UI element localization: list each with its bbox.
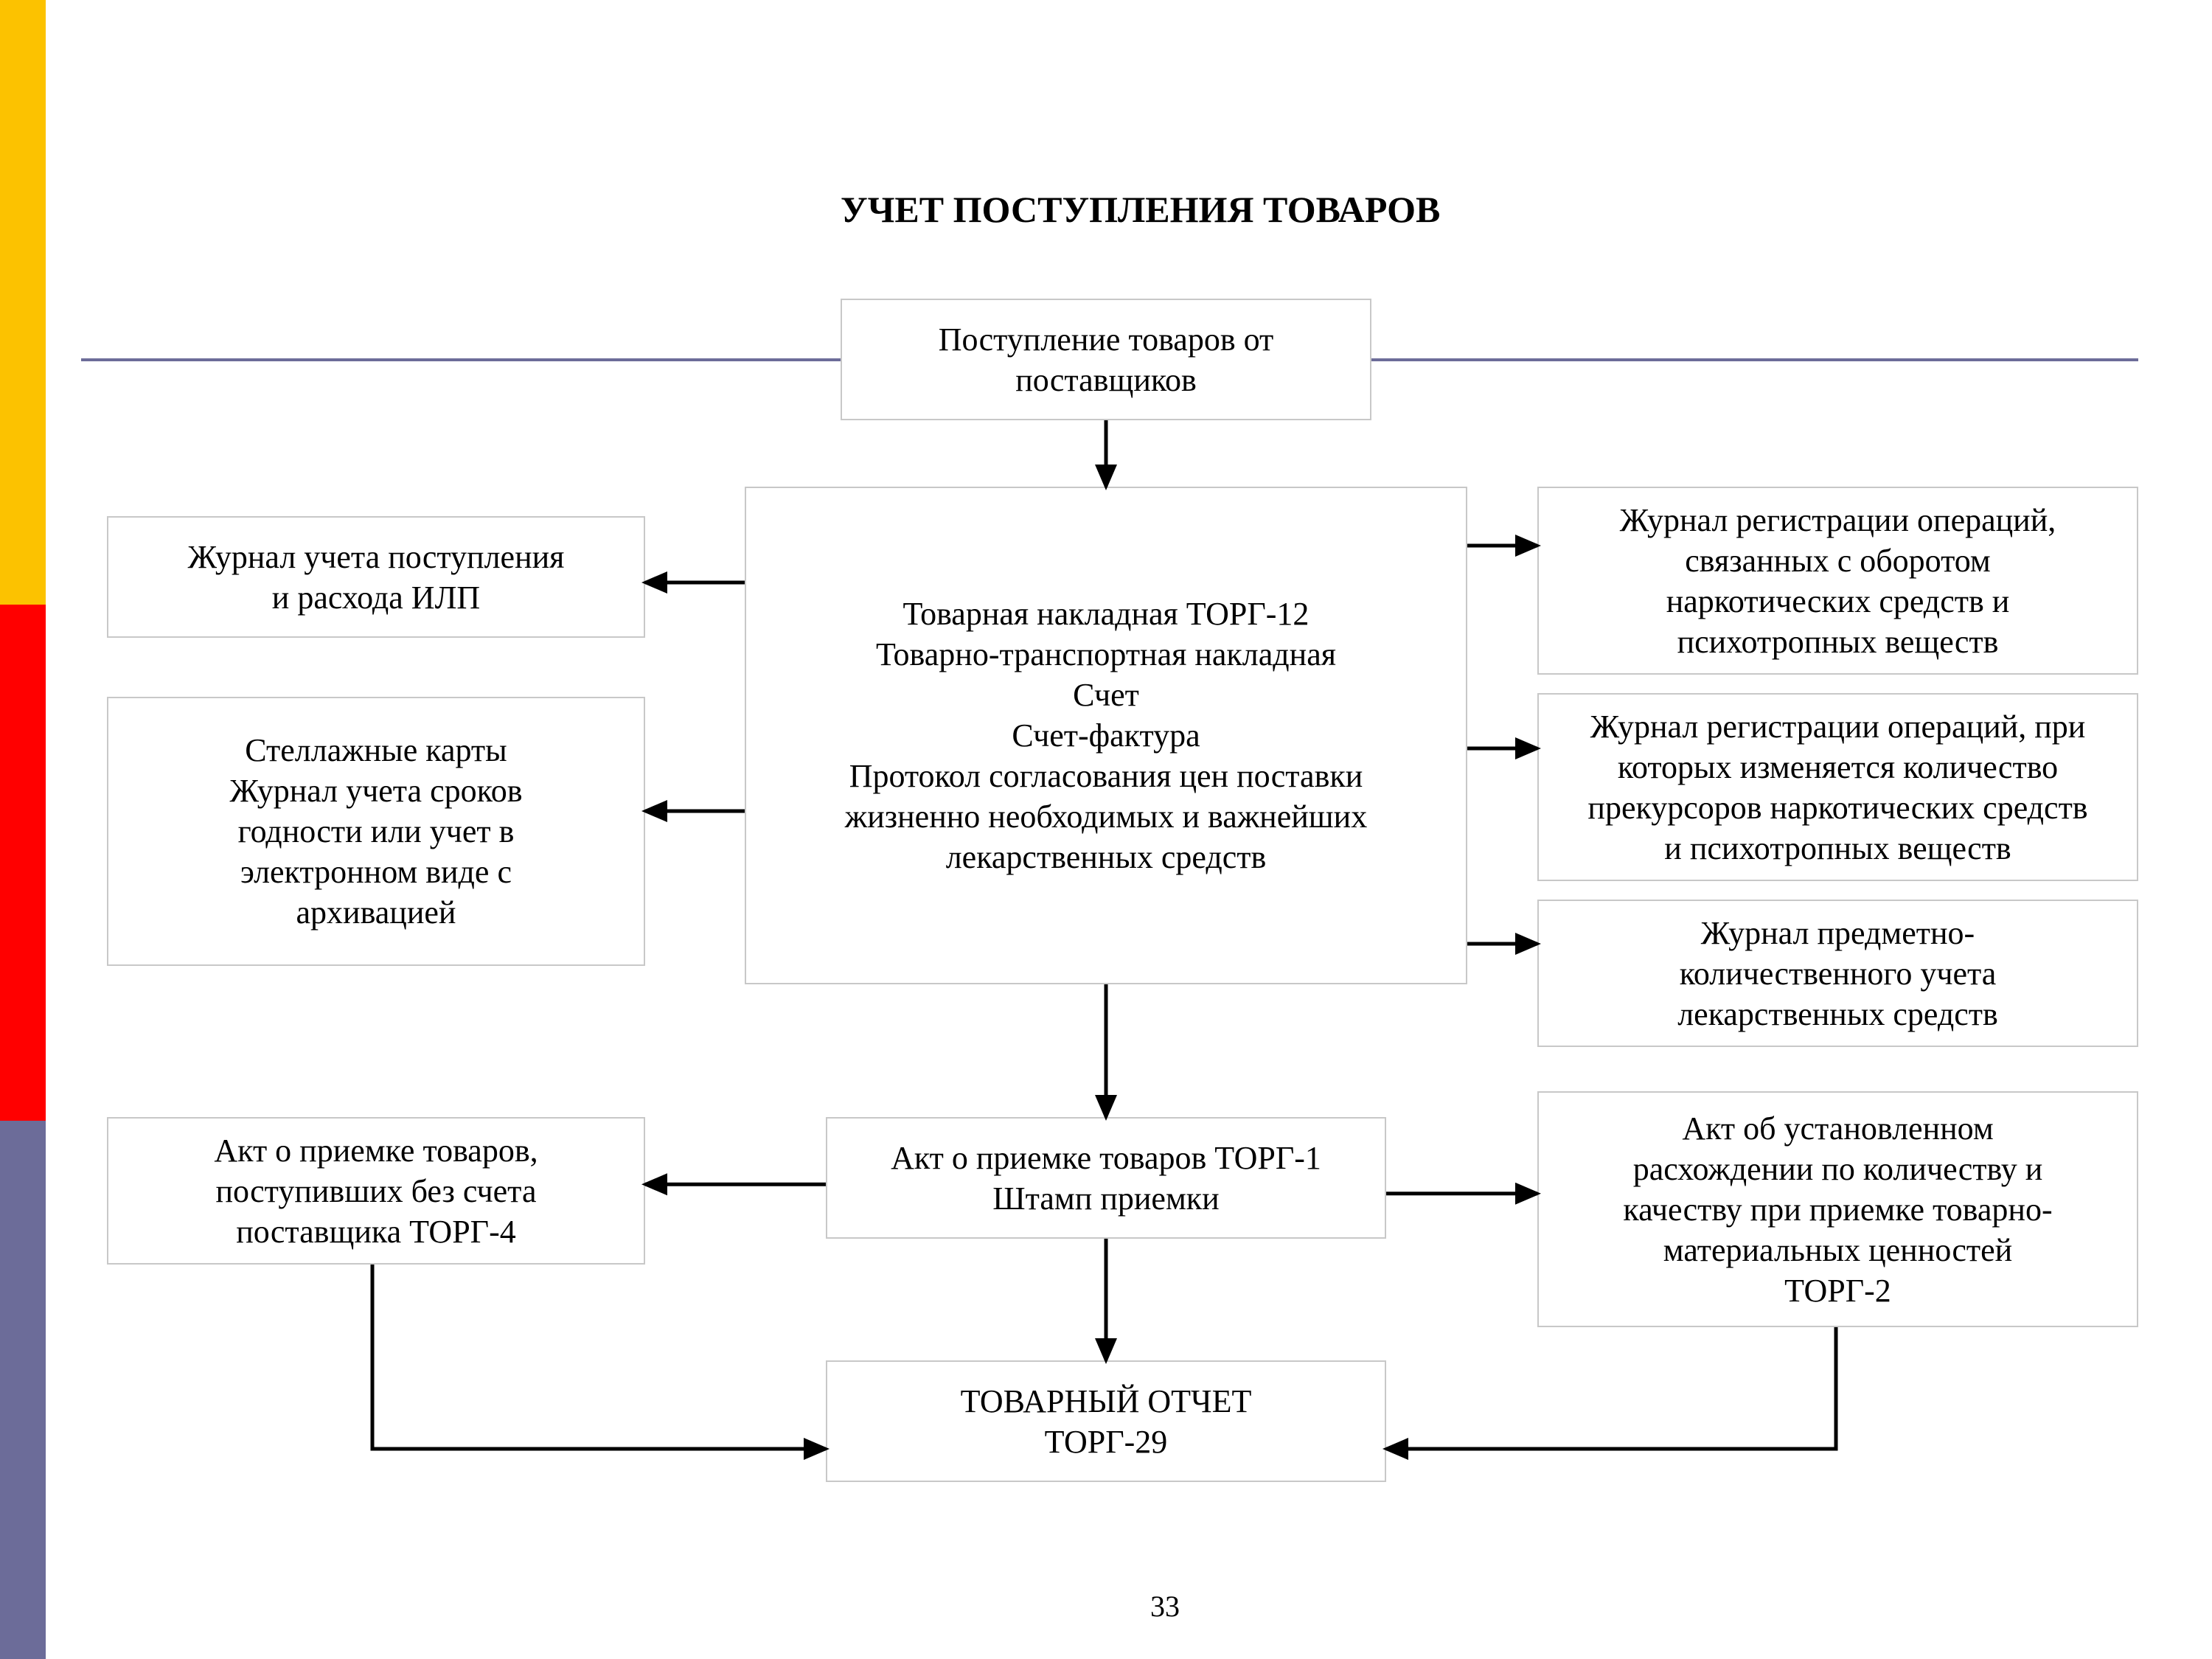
node-report-torg29: ТОВАРНЫЙ ОТЧЕТ ТОРГ-29 [826, 1360, 1386, 1482]
node-act-torg1: Акт о приемке товаров ТОРГ-1 Штамп прием… [826, 1117, 1386, 1239]
side-stripe-purple [0, 1121, 46, 1659]
decoration-line-right [1371, 358, 2138, 361]
node-journal-precursors: Журнал регистрации операций, при которых… [1537, 693, 2138, 881]
node-label: Журнал предметно- количественного учета … [1677, 913, 1998, 1034]
node-act-torg4: Акт о приемке товаров, поступивших без с… [107, 1117, 645, 1265]
edge-arrow [1386, 1327, 1836, 1449]
edge-arrow [372, 1265, 826, 1449]
side-stripe-yellow [0, 0, 46, 605]
node-label: Акт о приемке товаров ТОРГ-1 Штамп прием… [891, 1138, 1321, 1219]
node-label: ТОВАРНЫЙ ОТЧЕТ ТОРГ-29 [961, 1381, 1252, 1462]
node-journal-ilp: Журнал учета поступления и расхода ИЛП [107, 516, 645, 638]
decoration-line-left [81, 358, 841, 361]
node-label: Акт об установленном расхождении по коли… [1623, 1108, 2052, 1311]
page: УЧЕТ ПОСТУПЛЕНИЯ ТОВАРОВ Поступление тов… [0, 0, 2212, 1659]
node-label: Журнал регистрации операций, при которых… [1587, 706, 2087, 869]
node-shelf-cards: Стеллажные карты Журнал учета сроков год… [107, 697, 645, 966]
node-label: Товарная накладная ТОРГ-12 Товарно-транс… [845, 594, 1367, 877]
page-number: 33 [1150, 1589, 1180, 1624]
node-label: Акт о приемке товаров, поступивших без с… [214, 1130, 538, 1252]
node-journal-narcotics: Журнал регистрации операций, связанных с… [1537, 487, 2138, 675]
node-label: Поступление товаров от поставщиков [857, 319, 1355, 400]
node-source: Поступление товаров от поставщиков [841, 299, 1371, 420]
side-stripe-red [0, 605, 46, 1121]
node-documents: Товарная накладная ТОРГ-12 Товарно-транс… [745, 487, 1467, 984]
node-act-torg2: Акт об установленном расхождении по коли… [1537, 1091, 2138, 1327]
node-label: Журнал учета поступления и расхода ИЛП [188, 537, 565, 618]
node-label: Стеллажные карты Журнал учета сроков год… [229, 730, 522, 933]
node-journal-pku: Журнал предметно- количественного учета … [1537, 900, 2138, 1047]
node-label: Журнал регистрации операций, связанных с… [1620, 500, 2056, 662]
diagram-title: УЧЕТ ПОСТУПЛЕНИЯ ТОВАРОВ [841, 188, 1440, 231]
